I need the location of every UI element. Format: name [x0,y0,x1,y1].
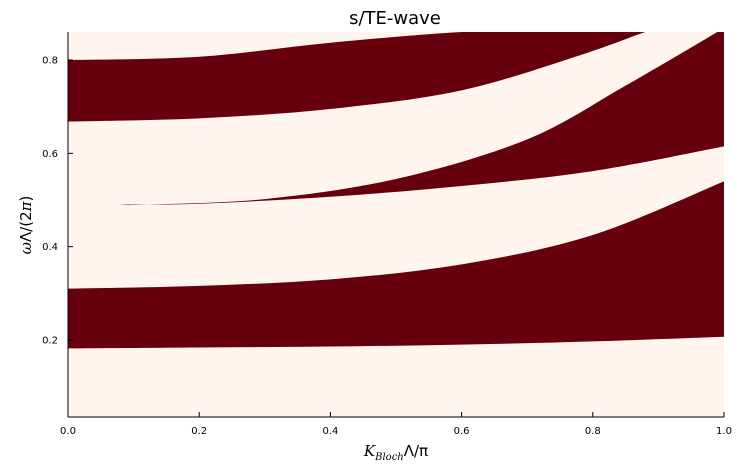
chart-title: s/TE-wave [349,8,441,29]
x-axis-label-main: K [363,442,376,460]
y-axis-label: ωΛ/(2π) [17,196,35,255]
x-axis-label: KBlochΛ/π [363,442,428,463]
band-3 [68,32,652,122]
y-tick-label: 0.4 [42,242,58,253]
x-tick-label: 1.0 [716,426,732,437]
x-tick-label: 0.4 [322,426,338,437]
y-axis-label-close: ) [17,196,35,202]
bands-layer [68,32,724,349]
x-axis-label-subscript: Bloch [374,452,404,463]
x-axis-label-tail: Λ/π [404,442,428,460]
band-1 [68,181,724,349]
band-2 [117,32,724,206]
y-ticks: 0.2 0.4 0.6 0.8 [42,56,73,347]
x-tick-label: 0.2 [191,426,207,437]
x-tick-label: 0.6 [454,426,470,437]
y-tick-label: 0.6 [42,149,58,160]
y-axis-label-prefix: ω [17,242,35,254]
y-axis-label-pi: π [17,200,35,212]
y-tick-label: 0.2 [42,336,58,347]
x-tick-label: 0.8 [585,426,601,437]
x-tick-label: 0.0 [60,426,76,437]
y-axis-label-rest: Λ/(2 [17,211,35,242]
x-ticks: 0.0 0.2 0.4 0.6 0.8 1.0 [60,412,732,437]
y-tick-label: 0.8 [42,56,58,67]
